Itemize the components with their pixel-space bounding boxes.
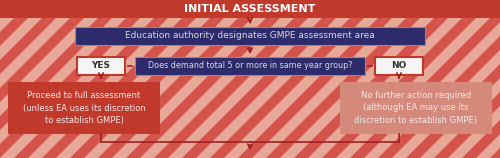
Polygon shape	[84, 0, 256, 158]
Polygon shape	[448, 0, 500, 158]
Polygon shape	[0, 0, 4, 158]
Text: No further action required
(although EA may use its
discretion to establish GMPE: No further action required (although EA …	[354, 91, 478, 125]
Polygon shape	[252, 0, 424, 158]
Polygon shape	[364, 0, 500, 158]
Polygon shape	[0, 0, 172, 158]
FancyBboxPatch shape	[77, 57, 125, 75]
Polygon shape	[0, 0, 88, 158]
Polygon shape	[0, 0, 60, 158]
Text: Education authority designates GMPE assessment area: Education authority designates GMPE asse…	[125, 31, 375, 40]
Polygon shape	[0, 0, 144, 158]
FancyBboxPatch shape	[340, 82, 492, 134]
FancyBboxPatch shape	[0, 0, 500, 18]
FancyBboxPatch shape	[135, 57, 365, 75]
Text: INITIAL ASSESSMENT: INITIAL ASSESSMENT	[184, 4, 316, 14]
Polygon shape	[420, 0, 500, 158]
Polygon shape	[196, 0, 368, 158]
Polygon shape	[224, 0, 396, 158]
Text: Proceed to full assessment
(unless EA uses its discretion
to establish GMPE): Proceed to full assessment (unless EA us…	[22, 91, 146, 125]
FancyBboxPatch shape	[75, 27, 425, 45]
Text: NO: NO	[392, 61, 406, 70]
Polygon shape	[0, 0, 116, 158]
Text: Does demand total 5 or more in same year group?: Does demand total 5 or more in same year…	[148, 61, 352, 70]
Polygon shape	[392, 0, 500, 158]
FancyBboxPatch shape	[8, 82, 160, 134]
FancyBboxPatch shape	[375, 57, 423, 75]
Polygon shape	[168, 0, 340, 158]
Polygon shape	[308, 0, 480, 158]
Polygon shape	[336, 0, 500, 158]
Polygon shape	[476, 0, 500, 158]
Polygon shape	[140, 0, 312, 158]
Polygon shape	[112, 0, 284, 158]
Text: YES: YES	[92, 61, 110, 70]
Polygon shape	[56, 0, 228, 158]
Polygon shape	[28, 0, 200, 158]
Polygon shape	[280, 0, 452, 158]
Polygon shape	[0, 0, 32, 158]
